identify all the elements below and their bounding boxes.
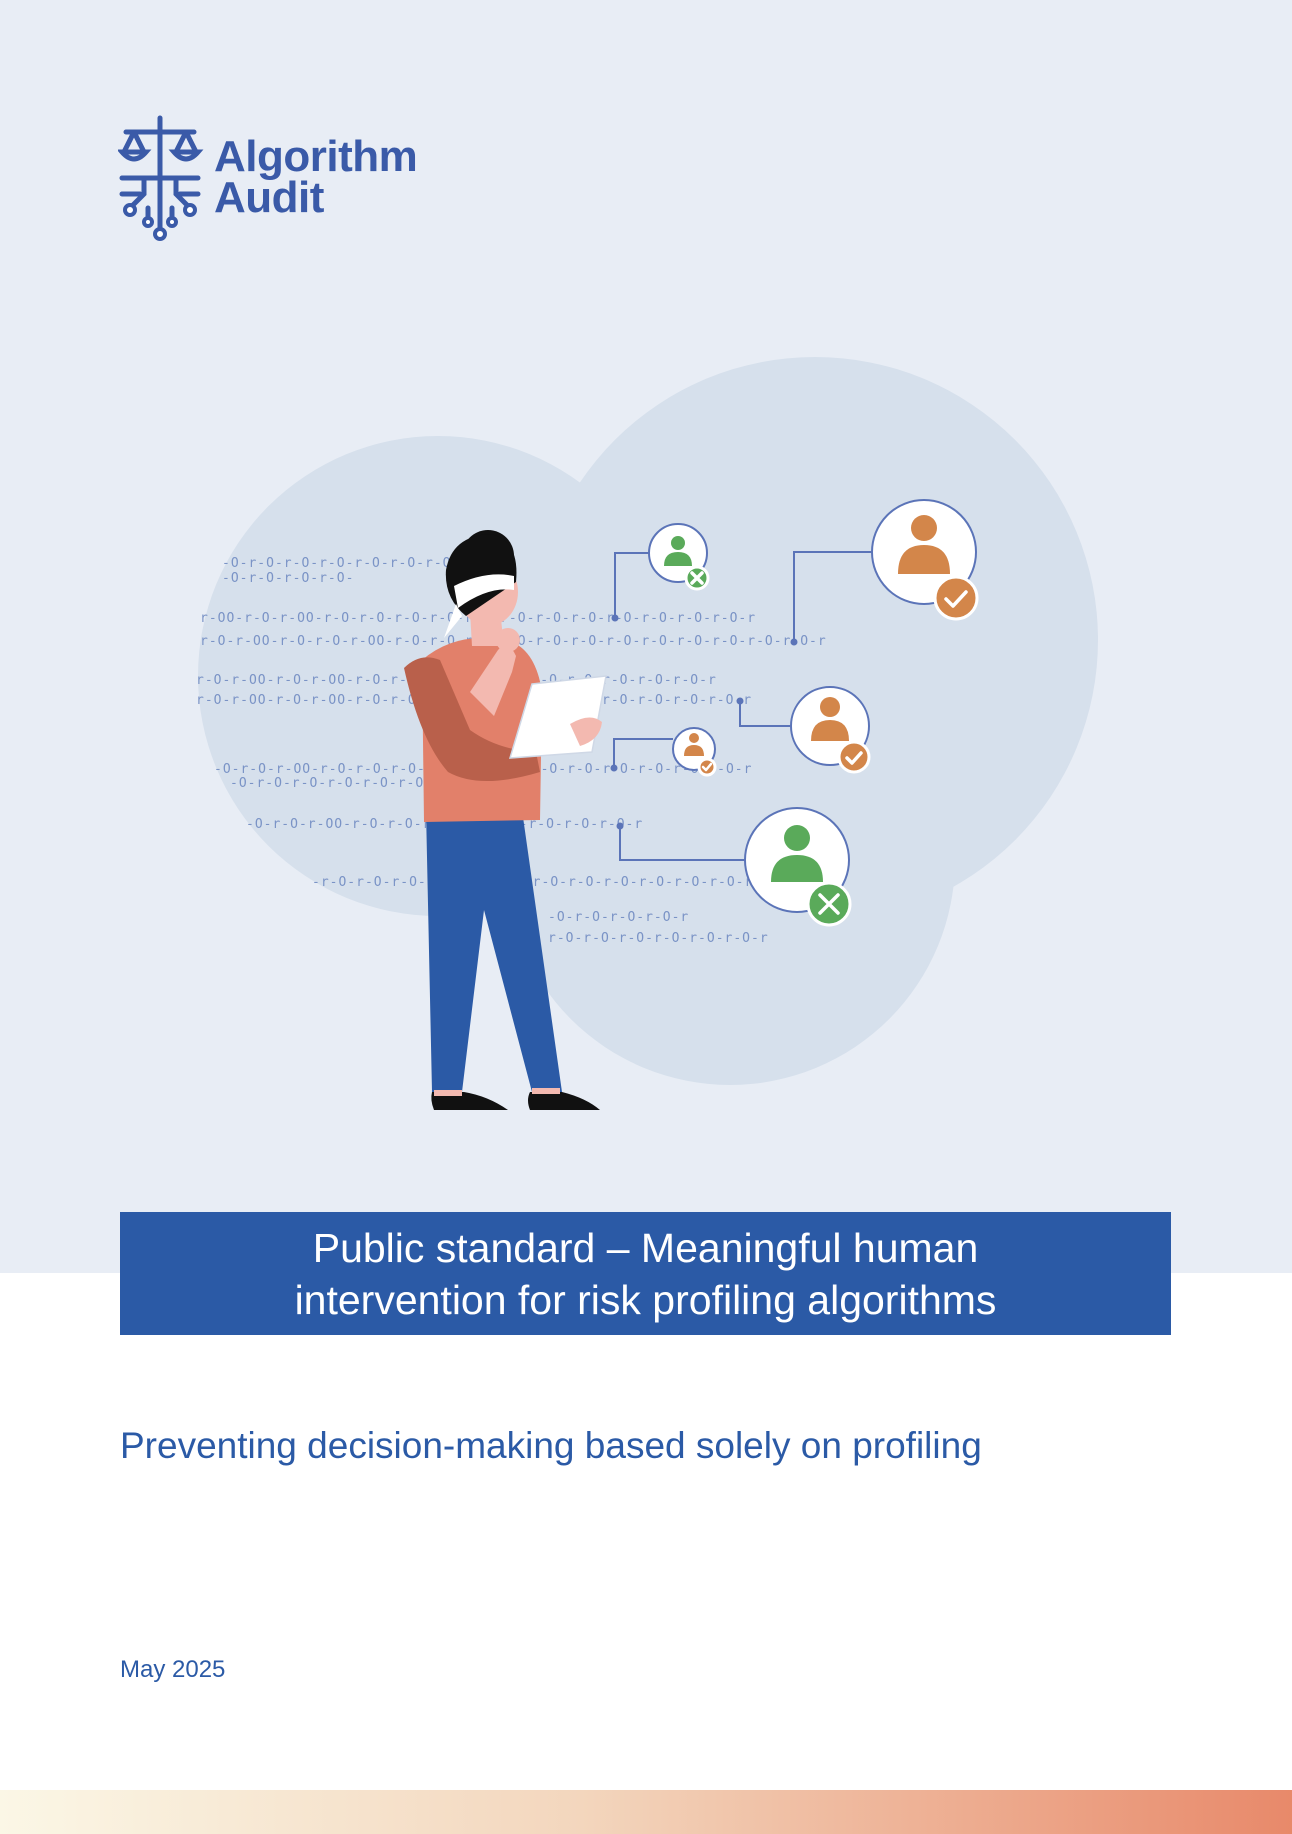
decorative-gradient-bar (0, 1790, 1292, 1834)
logo-wordmark: Algorithm Audit (214, 132, 418, 222)
svg-text:-O-r-O-r-O-r-O-r-O-r-O-r-O-r: -O-r-O-r-O-r-O-r-O-r-O-r-O-r (230, 776, 477, 791)
scales-circuit-icon (118, 115, 204, 241)
algorithm-audit-logo: Algorithm Audit (118, 112, 458, 242)
logo-line-1: Algorithm (214, 132, 418, 181)
svg-text:-O-r-O-r-O-r-O-r: -O-r-O-r-O-r-O-r (548, 910, 689, 925)
svg-text:-O-r-O-r-O-r-O-: -O-r-O-r-O-r-O- (222, 571, 354, 586)
svg-text:-O-r-O-r-O-r-O-r-O-r-O-r-O-r-O: -O-r-O-r-O-r-O-r-O-r-O-r-O-r-O- (222, 556, 496, 571)
cover-title-banner: Public standard – Meaningful human inter… (120, 1212, 1171, 1335)
svg-text:-r-O-r-O-r-O-r-O-r-O-r-O-r-O-r: -r-O-r-O-r-O-r-O-r-O-r-O-r-O-r-O-r-O-r-O… (312, 875, 771, 890)
blindfolded-person-reviewing-profiles-icon: -O-r-O-r-O-r-O-r-O-r-O-r-O-r-O- -O-r-O-r… (196, 357, 1098, 1110)
svg-text:r-O-r-O-r-O-r-O-r-O-r-O-r: r-O-r-O-r-O-r-O-r-O-r-O-r (548, 931, 769, 946)
title-line-1: Public standard – Meaningful human (312, 1224, 979, 1271)
logo-line-2: Audit (214, 173, 324, 222)
title-line-2: intervention for risk profiling algorith… (294, 1276, 997, 1323)
cover-subtitle: Preventing decision-making based solely … (120, 1425, 982, 1466)
publication-date: May 2025 (120, 1656, 226, 1683)
